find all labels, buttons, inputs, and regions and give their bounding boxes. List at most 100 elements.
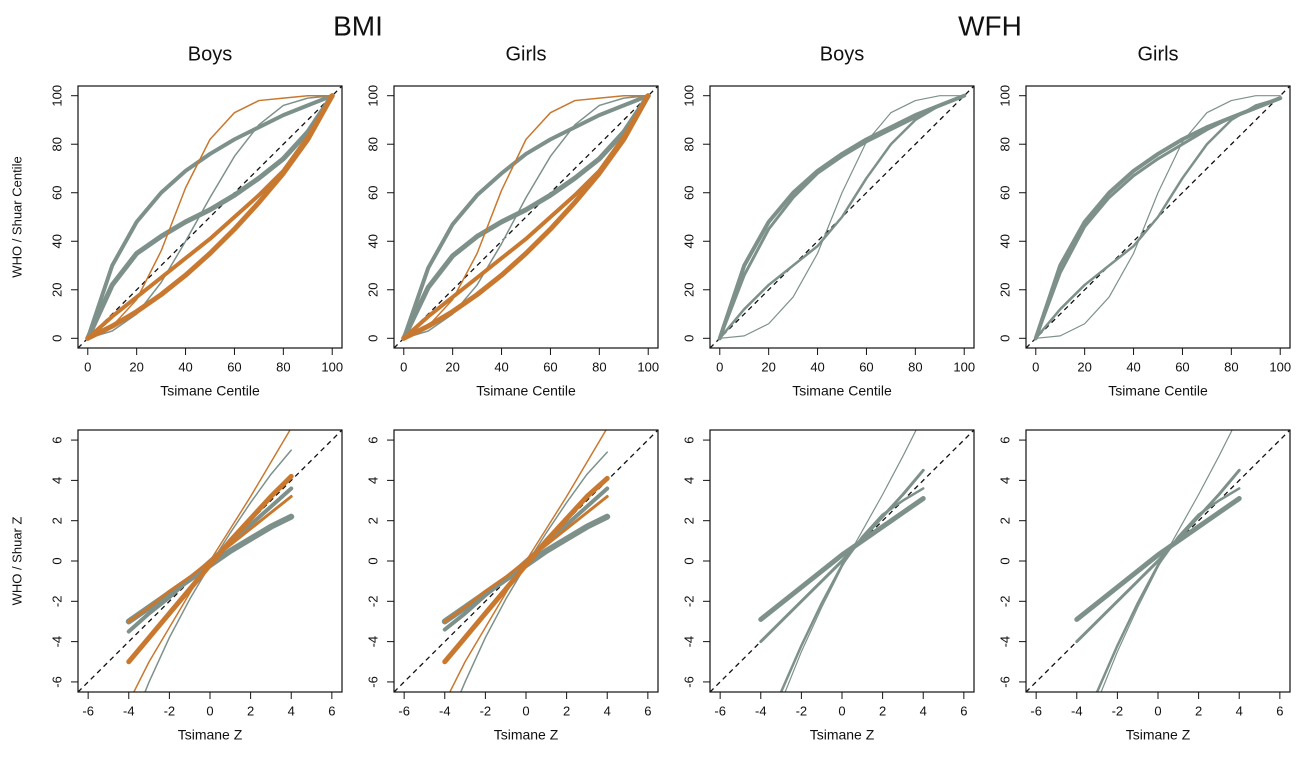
panel-title: Boys xyxy=(820,43,864,65)
x-axis-label: Tsimane Centile xyxy=(1108,383,1208,399)
curve xyxy=(1075,468,1241,644)
curve xyxy=(401,93,651,341)
x-axis-label: Tsimane Centile xyxy=(476,383,576,399)
y-tick-label: 4 xyxy=(681,477,696,484)
y-tick-label: -4 xyxy=(365,636,380,648)
y-tick-label: 2 xyxy=(49,517,64,524)
plot-frame xyxy=(1025,85,1291,349)
x-axis-label: Tsimane Z xyxy=(1126,727,1191,743)
curve xyxy=(401,93,651,341)
y-tick-label: 0 xyxy=(365,557,380,564)
plot-area xyxy=(78,430,342,692)
y-tick-label: -2 xyxy=(681,596,696,608)
y-tick-label: 80 xyxy=(365,137,380,151)
y-tick-label: 80 xyxy=(681,137,696,151)
curve xyxy=(1095,487,1241,692)
x-tick-label: 4 xyxy=(920,703,927,718)
curve xyxy=(144,449,292,692)
y-tick-label: 60 xyxy=(681,186,696,200)
reference-line xyxy=(394,430,658,692)
curve xyxy=(779,487,925,692)
reference-line xyxy=(710,86,974,348)
plot-area xyxy=(78,86,342,348)
curve xyxy=(719,95,965,339)
y-tick-label: 80 xyxy=(49,137,64,151)
x-tick-label: -6 xyxy=(714,703,726,718)
curve xyxy=(442,486,610,632)
y-tick-label: 40 xyxy=(997,234,1012,248)
x-tick-label: 0 xyxy=(838,703,845,718)
curve xyxy=(759,468,925,644)
x-tick-label: 0 xyxy=(1032,359,1039,374)
y-tick-label: 20 xyxy=(681,283,696,297)
y-axis-label: WHO / Shuar Z xyxy=(9,517,24,606)
x-tick-label: 40 xyxy=(1126,359,1140,374)
x-tick-label: 0 xyxy=(206,703,213,718)
x-tick-label: 6 xyxy=(644,703,651,718)
reference-line xyxy=(1026,430,1290,692)
y-tick-label: 40 xyxy=(681,234,696,248)
y-tick-label: -2 xyxy=(365,596,380,608)
y-tick-label: 20 xyxy=(997,283,1012,297)
curve xyxy=(403,94,649,340)
y-tick-label: -4 xyxy=(49,636,64,648)
y-tick-label: 60 xyxy=(997,186,1012,200)
x-tick-label: 100 xyxy=(1269,359,1291,374)
x-tick-label: 0 xyxy=(1154,703,1161,718)
plot-frame xyxy=(709,85,975,349)
y-tick-label: 0 xyxy=(681,335,696,342)
y-tick-label: 0 xyxy=(49,557,64,564)
y-tick-label: -6 xyxy=(997,676,1012,688)
y-tick-label: 6 xyxy=(49,436,64,443)
x-tick-label: 2 xyxy=(563,703,570,718)
y-tick-label: 0 xyxy=(997,335,1012,342)
x-tick-label: -6 xyxy=(82,703,94,718)
curve xyxy=(403,94,649,340)
curve xyxy=(85,93,335,341)
curve xyxy=(758,496,926,622)
panel-title: Boys xyxy=(188,43,232,65)
x-tick-label: 100 xyxy=(321,359,343,374)
curve xyxy=(1074,496,1242,622)
x-tick-label: -2 xyxy=(164,703,176,718)
x-tick-label: -4 xyxy=(123,703,135,718)
y-tick-label: 40 xyxy=(49,234,64,248)
y-tick-label: 60 xyxy=(49,186,64,200)
y-tick-label: -2 xyxy=(997,596,1012,608)
curve xyxy=(1100,430,1233,692)
plot-area xyxy=(710,430,974,692)
curve xyxy=(784,430,917,692)
x-tick-label: 60 xyxy=(227,359,241,374)
section-title: WFH xyxy=(958,10,1022,41)
x-tick-label: 40 xyxy=(810,359,824,374)
x-tick-label: 100 xyxy=(637,359,659,374)
x-tick-label: -2 xyxy=(1112,703,1124,718)
x-tick-label: 0 xyxy=(716,359,723,374)
y-tick-label: -6 xyxy=(365,676,380,688)
y-tick-label: 80 xyxy=(997,137,1012,151)
x-axis-label: Tsimane Z xyxy=(178,727,243,743)
x-tick-label: 20 xyxy=(129,359,143,374)
y-tick-label: 20 xyxy=(365,283,380,297)
x-tick-label: 0 xyxy=(400,359,407,374)
x-tick-label: 60 xyxy=(1175,359,1189,374)
x-tick-label: 60 xyxy=(859,359,873,374)
y-tick-label: -2 xyxy=(49,596,64,608)
panel-title: Girls xyxy=(505,43,546,65)
plot-area xyxy=(710,86,974,348)
x-axis-label: Tsimane Z xyxy=(810,727,875,743)
y-tick-label: 100 xyxy=(997,85,1012,107)
x-tick-label: -4 xyxy=(439,703,451,718)
x-axis-label: Tsimane Z xyxy=(494,727,559,743)
curve xyxy=(85,93,335,341)
x-tick-label: 4 xyxy=(604,703,611,718)
curve xyxy=(1034,96,1282,340)
section-title: BMI xyxy=(333,10,383,41)
y-tick-label: 0 xyxy=(365,335,380,342)
reference-line xyxy=(1026,86,1290,348)
y-tick-label: 20 xyxy=(49,283,64,297)
y-tick-label: 40 xyxy=(365,234,380,248)
y-tick-label: 4 xyxy=(997,477,1012,484)
x-tick-label: 20 xyxy=(445,359,459,374)
